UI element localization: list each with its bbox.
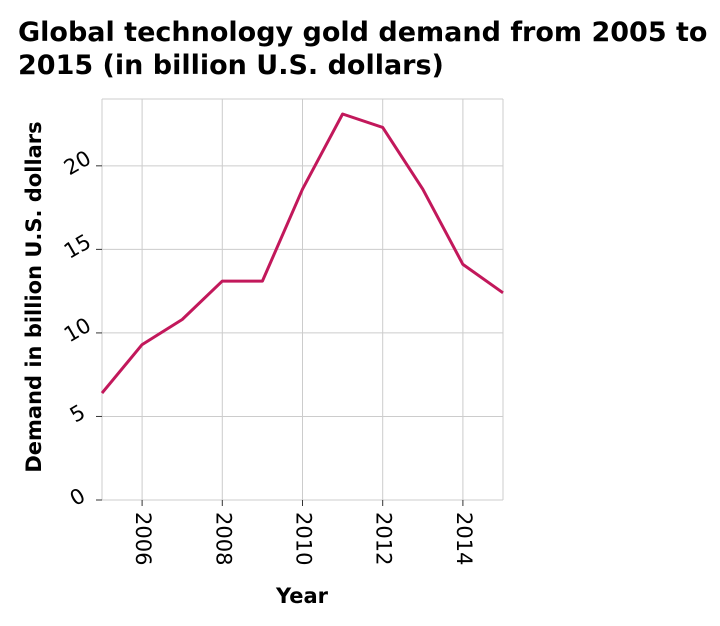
y-tick-label: 15 [60, 229, 95, 263]
x-tick-label: 2014 [452, 512, 476, 565]
x-tick-label: 2012 [372, 512, 396, 565]
x-tick-label: 2010 [292, 512, 316, 565]
x-axis-label: Year [275, 584, 329, 608]
x-tick-labels: 2006 2008 2010 2012 2014 [131, 512, 476, 565]
y-axis-label: Demand in billion U.S. dollars [22, 121, 46, 472]
chart-title: Global technology gold demand from 2005 … [18, 17, 708, 81]
y-tick-label: 20 [60, 146, 95, 180]
series-line [100, 112, 504, 395]
y-tick-labels: 0 5 10 15 20 [60, 146, 95, 511]
axes [96, 165, 464, 506]
y-tick-label: 5 [66, 400, 90, 427]
y-tick-label: 10 [60, 313, 95, 347]
x-tick-label: 2006 [131, 512, 155, 565]
grid-lines [101, 98, 504, 501]
y-tick-label: 0 [66, 483, 90, 510]
x-tick-label: 2008 [211, 512, 235, 565]
